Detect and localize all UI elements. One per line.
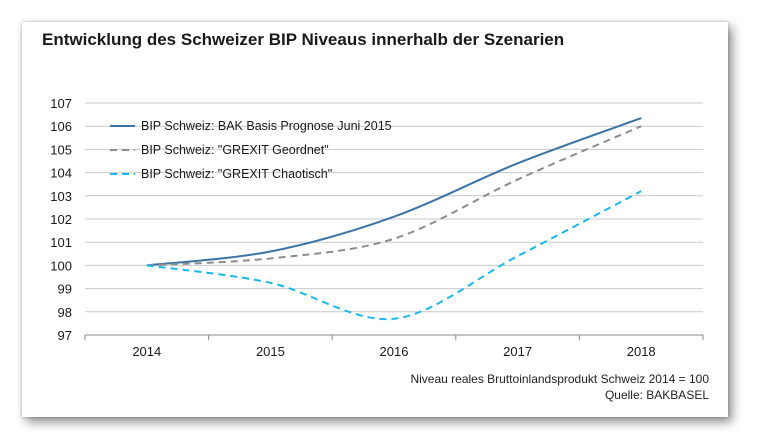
legend-item-bak-basis: BIP Schweiz: BAK Basis Prognose Juni 201… <box>141 119 392 133</box>
y-tick-label: 101 <box>50 235 72 250</box>
legend-item-grexit-geordnet: BIP Schweiz: "GREXIT Geordnet" <box>141 143 329 157</box>
x-tick-label: 2014 <box>132 344 161 359</box>
x-tick-label: 2015 <box>256 344 285 359</box>
x-tick-label: 2017 <box>503 344 532 359</box>
x-tick-label: 2018 <box>627 344 656 359</box>
y-tick-label: 99 <box>58 282 72 297</box>
y-tick-label: 105 <box>50 142 72 157</box>
y-tick-label: 103 <box>50 189 72 204</box>
y-tick-label: 107 <box>50 96 72 111</box>
series-line-grexit-chaotisch <box>146 190 642 321</box>
chart-title: Entwicklung des Schweizer BIP Niveaus in… <box>42 30 565 49</box>
y-tick-label: 106 <box>50 119 72 134</box>
legend-item-grexit-chaotisch: BIP Schweiz: "GREXIT Chaotisch" <box>141 167 332 181</box>
y-tick-label: 98 <box>58 305 72 320</box>
chart-footnote: Niveau reales Bruttoinlandsprodukt Schwe… <box>410 372 709 386</box>
chart-source: Quelle: BAKBASEL <box>604 388 709 402</box>
y-tick-label: 97 <box>58 328 72 343</box>
x-tick-label: 2016 <box>380 344 409 359</box>
series-line-bak-basis <box>146 117 642 267</box>
y-tick-label: 102 <box>50 212 72 227</box>
y-tick-label: 100 <box>50 258 72 273</box>
y-tick-label: 104 <box>50 166 72 181</box>
